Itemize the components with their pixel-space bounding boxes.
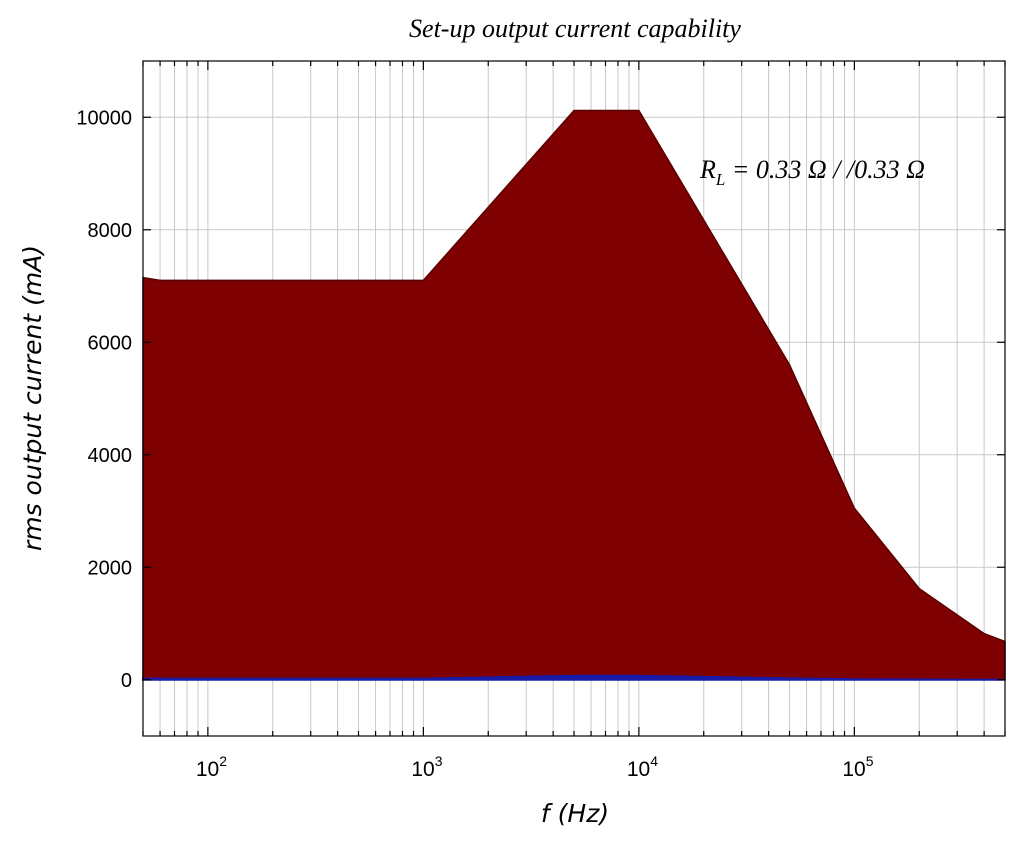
chart-title: Set-up output current capability <box>409 14 741 43</box>
annotation-sub: L <box>715 170 725 189</box>
tick-marks <box>142 61 1006 736</box>
y-axis-label: rms output current (mA) <box>18 245 47 551</box>
x-axis-label: f (Hz) <box>541 799 609 828</box>
series-1-area <box>142 674 1006 681</box>
y-tick-label: 2000 <box>88 557 133 579</box>
y-tick-label: 10000 <box>76 107 132 129</box>
y-tick-labels: 0 2000 4000 6000 8000 10000 <box>76 107 132 692</box>
y-tick-label: 4000 <box>88 445 133 467</box>
y-tick-label: 0 <box>121 670 132 692</box>
annotation-r: R <box>699 155 716 184</box>
y-tick-label: 6000 <box>88 332 133 354</box>
x-tick-label: 104 <box>627 753 658 781</box>
y-tick-label: 8000 <box>88 220 133 242</box>
x-tick-label: 102 <box>196 753 227 781</box>
annotation-rest: = 0.33 Ω / /0.33 Ω <box>725 155 925 184</box>
x-tick-labels: 102 103 104 105 <box>196 753 874 781</box>
x-tick-label: 105 <box>842 753 873 781</box>
x-tick-label: 103 <box>411 753 442 781</box>
load-resistance-annotation: RL = 0.33 Ω / /0.33 Ω <box>699 155 925 189</box>
